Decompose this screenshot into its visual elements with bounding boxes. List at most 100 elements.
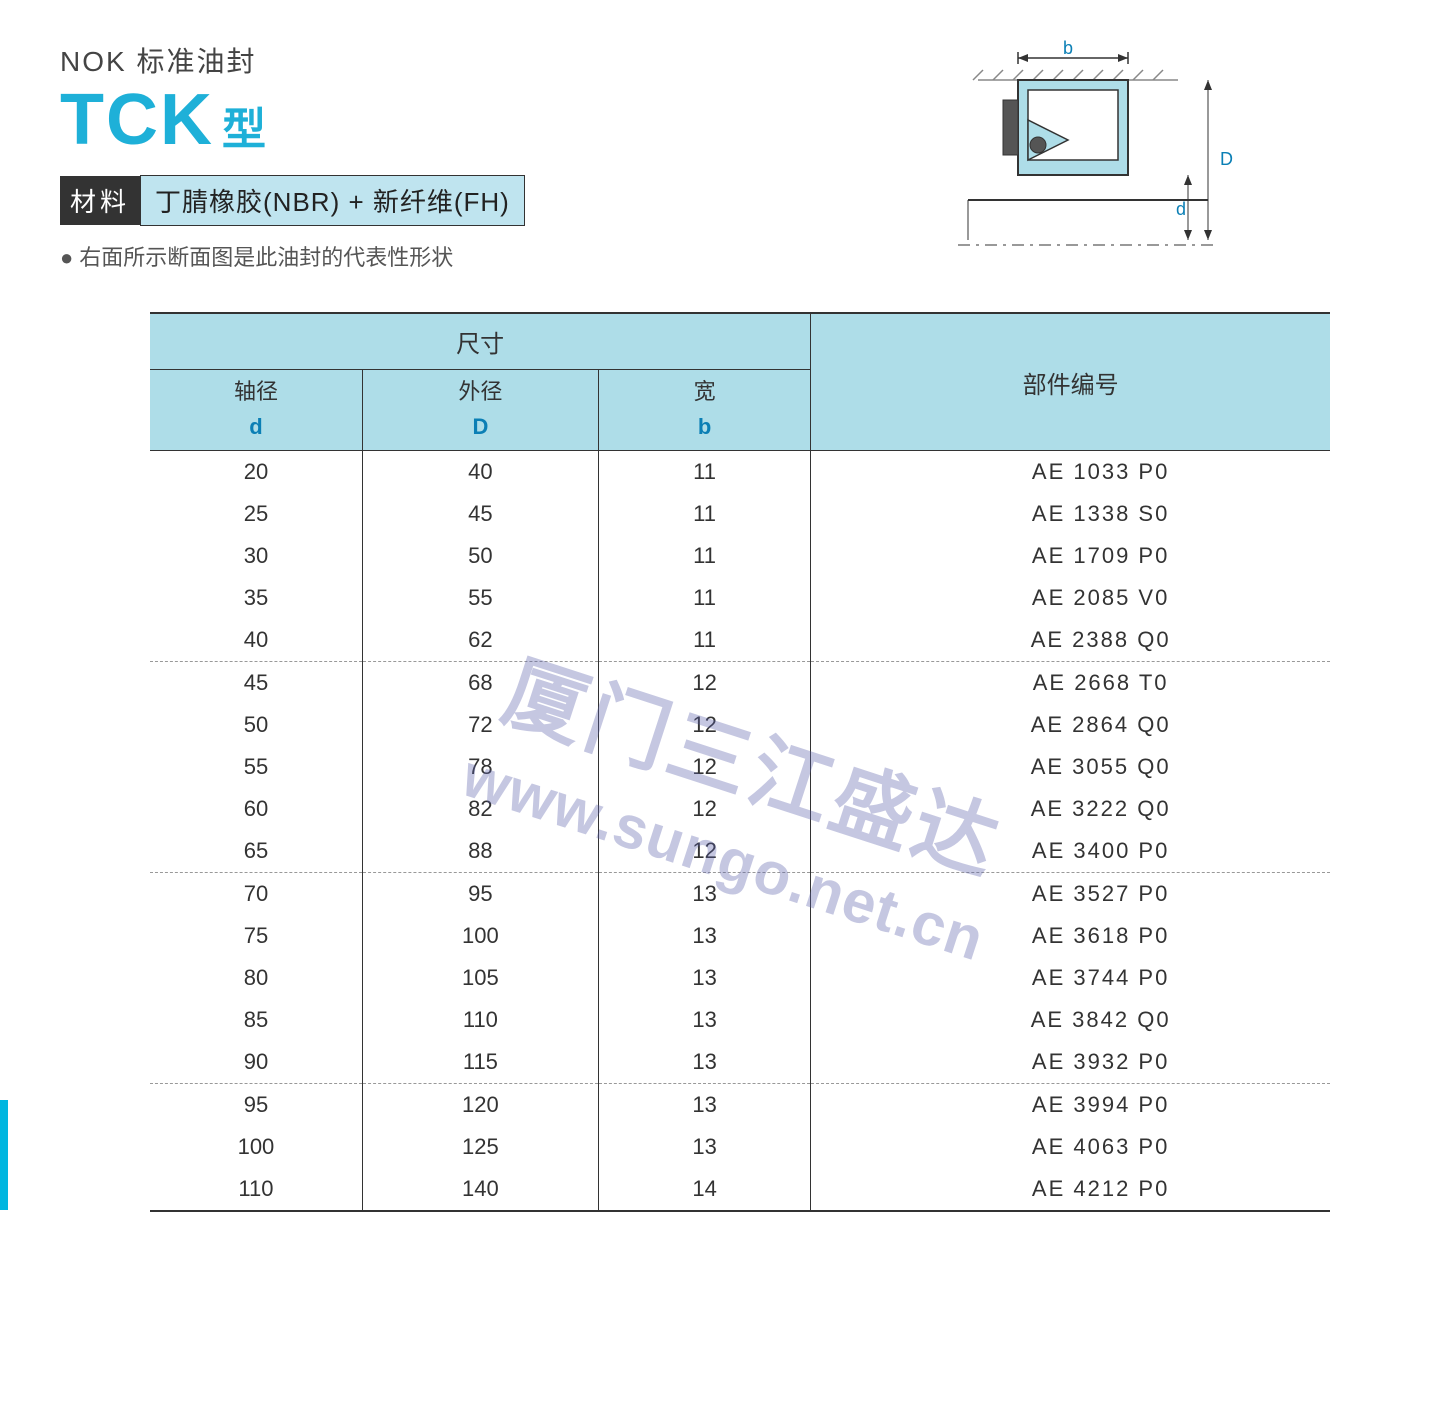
cell-b: 12: [598, 662, 810, 705]
table-row: 557812AE 3055 Q0: [150, 746, 1330, 788]
cell-d: 85: [150, 999, 362, 1041]
cell-b: 11: [598, 535, 810, 577]
cell-D: 95: [362, 873, 598, 916]
cell-b: 13: [598, 1126, 810, 1168]
table-row: 456812AE 2668 T0: [150, 662, 1330, 705]
cell-part: AE 3618 P0: [811, 915, 1330, 957]
cell-d: 60: [150, 788, 362, 830]
cell-D: 110: [362, 999, 598, 1041]
dim-header: 尺寸: [150, 313, 811, 370]
table-row: 709513AE 3527 P0: [150, 873, 1330, 916]
table-row: 7510013AE 3618 P0: [150, 915, 1330, 957]
cell-D: 40: [362, 451, 598, 494]
cell-part: AE 1338 S0: [811, 493, 1330, 535]
cell-d: 90: [150, 1041, 362, 1084]
material-value: 丁腈橡胶(NBR) + 新纤维(FH): [140, 175, 525, 226]
cell-b: 11: [598, 451, 810, 494]
cell-D: 82: [362, 788, 598, 830]
cell-b: 12: [598, 788, 810, 830]
cell-part: AE 3842 Q0: [811, 999, 1330, 1041]
col-label-D: 外径: [362, 370, 598, 411]
cell-D: 50: [362, 535, 598, 577]
col-sym-D: D: [362, 410, 598, 451]
cell-D: 115: [362, 1041, 598, 1084]
cell-b: 12: [598, 746, 810, 788]
table-row: 608212AE 3222 Q0: [150, 788, 1330, 830]
cell-b: 13: [598, 1084, 810, 1127]
cell-d: 75: [150, 915, 362, 957]
cell-D: 140: [362, 1168, 598, 1211]
cell-part: AE 2668 T0: [811, 662, 1330, 705]
table-row: 9512013AE 3994 P0: [150, 1084, 1330, 1127]
cell-D: 68: [362, 662, 598, 705]
diagram-label-D: D: [1220, 149, 1233, 169]
spec-table: 尺寸 部件编号 轴径 外径 宽 d D b 204011AE 1033 P025…: [150, 312, 1330, 1212]
cell-part: AE 3055 Q0: [811, 746, 1330, 788]
cell-D: 45: [362, 493, 598, 535]
cell-part: AE 3932 P0: [811, 1041, 1330, 1084]
table-row: 8010513AE 3744 P0: [150, 957, 1330, 999]
col-label-d: 轴径: [150, 370, 362, 411]
table-row: 8511013AE 3842 Q0: [150, 999, 1330, 1041]
cell-part: AE 3222 Q0: [811, 788, 1330, 830]
cell-b: 11: [598, 619, 810, 662]
cell-part: AE 4212 P0: [811, 1168, 1330, 1211]
cell-b: 13: [598, 873, 810, 916]
cell-D: 105: [362, 957, 598, 999]
tck-type-suffix: 型: [222, 93, 266, 157]
cell-D: 125: [362, 1126, 598, 1168]
cell-d: 55: [150, 746, 362, 788]
table-row: 355511AE 2085 V0: [150, 577, 1330, 619]
cell-D: 88: [362, 830, 598, 873]
cell-d: 100: [150, 1126, 362, 1168]
cross-section-diagram: b D d: [928, 40, 1248, 285]
table-row: 658812AE 3400 P0: [150, 830, 1330, 873]
spec-table-wrap: 厦门三江盛达 www.sungo.net.cn 尺寸 部件编号 轴径 外径 宽 …: [150, 312, 1330, 1212]
cell-b: 14: [598, 1168, 810, 1211]
col-sym-b: b: [598, 410, 810, 451]
cell-b: 13: [598, 999, 810, 1041]
cell-d: 95: [150, 1084, 362, 1127]
cell-d: 80: [150, 957, 362, 999]
table-row: 204011AE 1033 P0: [150, 451, 1330, 494]
cell-part: AE 4063 P0: [811, 1126, 1330, 1168]
cell-d: 20: [150, 451, 362, 494]
table-row: 10012513AE 4063 P0: [150, 1126, 1330, 1168]
tck-model: TCK: [60, 84, 214, 156]
cell-D: 55: [362, 577, 598, 619]
cell-b: 12: [598, 830, 810, 873]
cell-part: AE 1033 P0: [811, 451, 1330, 494]
cell-b: 11: [598, 577, 810, 619]
cell-d: 30: [150, 535, 362, 577]
table-row: 305011AE 1709 P0: [150, 535, 1330, 577]
diagram-label-d: d: [1176, 199, 1186, 219]
table-row: 507212AE 2864 Q0: [150, 704, 1330, 746]
diagram-label-b: b: [1063, 40, 1073, 58]
cell-part: AE 2864 Q0: [811, 704, 1330, 746]
cell-d: 45: [150, 662, 362, 705]
cell-b: 13: [598, 957, 810, 999]
cell-b: 13: [598, 1041, 810, 1084]
cell-part: AE 1709 P0: [811, 535, 1330, 577]
cell-part: AE 3527 P0: [811, 873, 1330, 916]
col-label-b: 宽: [598, 370, 810, 411]
cell-b: 12: [598, 704, 810, 746]
cell-d: 50: [150, 704, 362, 746]
part-header: 部件编号: [811, 313, 1330, 451]
table-row: 254511AE 1338 S0: [150, 493, 1330, 535]
cell-part: AE 2388 Q0: [811, 619, 1330, 662]
cell-part: AE 2085 V0: [811, 577, 1330, 619]
cell-d: 70: [150, 873, 362, 916]
cell-D: 72: [362, 704, 598, 746]
cell-d: 35: [150, 577, 362, 619]
table-row: 11014014AE 4212 P0: [150, 1168, 1330, 1211]
col-sym-d: d: [150, 410, 362, 451]
cell-b: 13: [598, 915, 810, 957]
cell-D: 78: [362, 746, 598, 788]
cell-part: AE 3400 P0: [811, 830, 1330, 873]
cell-d: 110: [150, 1168, 362, 1211]
cell-D: 62: [362, 619, 598, 662]
cell-d: 65: [150, 830, 362, 873]
cell-d: 40: [150, 619, 362, 662]
side-tab: [0, 1100, 8, 1210]
